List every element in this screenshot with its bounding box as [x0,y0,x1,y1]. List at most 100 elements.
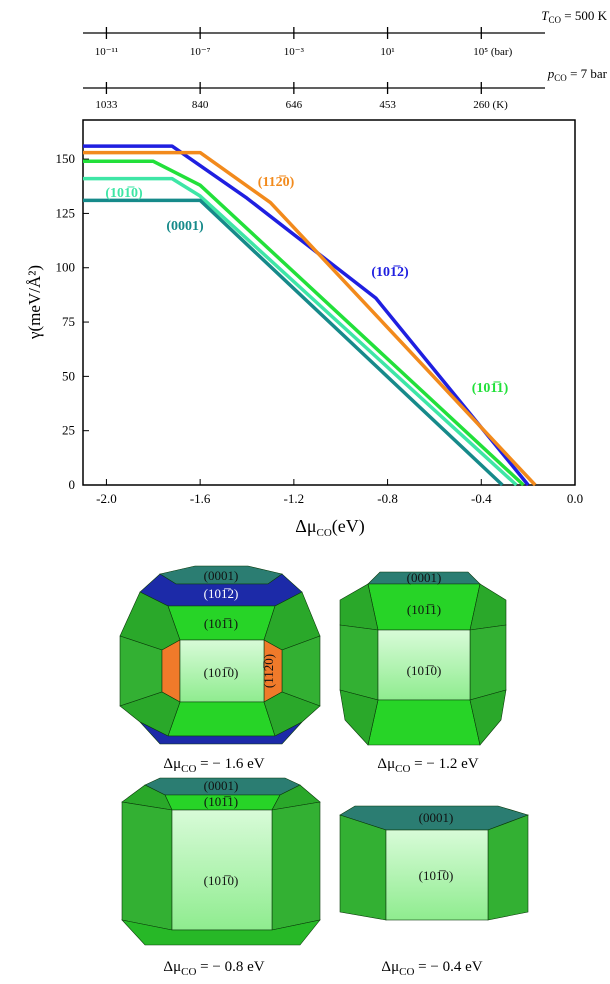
top-axis-tick-label: 10⁻⁷ [190,46,211,58]
text: = − 0.8 eV [196,959,264,975]
y-axis-label: γ(meV/Å²) [25,265,44,340]
top-axis-tick-label: 10⁵ (bar) [473,46,512,58]
y-tick-label: 150 [56,151,76,166]
pressure-axis-title: TCO = 500 K [541,8,607,25]
text: = 7 bar [567,66,608,81]
x-tick-label: -2.0 [96,491,117,506]
series-label: (101̅1) [472,380,509,396]
top-axis-tick-label: 840 [192,99,209,111]
x-tick-label: -0.4 [471,491,492,506]
symbol: T [541,8,549,23]
facet-label: (0001) [407,570,442,585]
top-axis-tick-label: 10⁻³ [284,46,305,58]
sub: CO [554,73,567,83]
plot-frame [82,119,576,486]
facet [121,919,321,946]
facet [367,699,481,746]
symbol: p [547,66,555,81]
facet-label: (101̅1) [204,616,238,631]
series-label: (0001) [166,219,204,234]
series-line [83,144,530,487]
series-line [83,198,504,487]
symbol: Δμ [377,756,395,772]
symbol: Δμ [295,516,316,536]
facet-label: (0001) [204,778,239,793]
sub: CO [316,527,331,539]
x-tick-label: -0.8 [377,491,398,506]
caption: ΔμCO = − 1.6 eV [163,756,264,775]
facet-label: (101̅0) [419,868,454,883]
series-label: (101̅2) [371,264,409,280]
top-axis-tick-label: 10¹ [380,46,394,58]
facet-label: (101̅1) [407,602,441,617]
top-axis-tick-label: 646 [286,99,303,111]
sub: CO [395,763,410,775]
caption: ΔμCO = − 0.4 eV [381,959,482,978]
wulff-shape [119,565,321,745]
series-line [83,176,518,487]
series-line [83,159,525,487]
series-line [83,150,537,487]
facet [469,624,507,701]
y-tick-label: 25 [62,423,75,438]
sub: CO [549,15,562,25]
top-axis-tick-label: 1033 [95,99,118,111]
series-label: (112̅0) [258,174,295,190]
facet [385,829,489,921]
symbol: Δμ [381,959,399,975]
x-tick-label: 0.0 [567,491,583,506]
text: (eV) [332,516,365,537]
symbol: Δμ [163,756,181,772]
facet [167,701,276,737]
facet [469,689,507,746]
text: = 500 K [561,8,608,23]
facet [377,629,471,701]
wulff-shape [339,571,507,746]
x-tick-label: -1.6 [190,491,211,506]
facet-label: (101̅1) [204,794,238,809]
text: = − 0.4 eV [414,959,482,975]
facet-label: (101̅2) [204,586,239,601]
x-tick-label: -1.2 [284,491,305,506]
facet [263,691,321,737]
facet-label: (101̅0) [204,873,239,888]
facet-label: (101̅0) [407,663,442,678]
text: = − 1.6 eV [196,756,264,772]
temperature-axis-title: pCO = 7 bar [547,66,608,83]
y-tick-label: 125 [56,205,76,220]
wulff-shape [339,805,529,921]
sub: CO [181,966,196,978]
facet [271,801,321,931]
y-tick-label: 75 [62,314,75,329]
facet [339,814,387,921]
facet [339,624,379,701]
facet [119,691,181,737]
facet [179,639,265,703]
top-axis-tick-label: 453 [379,99,396,111]
sub: CO [181,763,196,775]
facet [161,639,181,703]
caption: ΔμCO = − 1.2 eV [377,756,478,775]
series-label: (101̅0) [105,185,143,201]
facet [339,689,379,746]
x-axis-label: ΔμCO(eV) [295,516,365,539]
facet [171,809,273,931]
facet-label: (0001) [419,810,454,825]
facet [487,814,529,921]
wulff-shape [121,777,321,946]
top-axis-tick-label: 10⁻¹¹ [95,46,118,58]
top-axis-tick-label: 260 (K) [473,99,508,111]
y-tick-label: 100 [56,260,76,275]
caption: ΔμCO = − 0.8 eV [163,959,264,978]
facet-label: (0001) [204,568,239,583]
facet [121,801,173,931]
facet [139,721,303,745]
sub: CO [399,966,414,978]
text: = − 1.2 eV [410,756,478,772]
symbol: Δμ [163,959,181,975]
y-tick-label: 0 [69,477,76,492]
facet-label: (112̅0) [261,654,276,688]
y-tick-label: 50 [62,368,75,383]
